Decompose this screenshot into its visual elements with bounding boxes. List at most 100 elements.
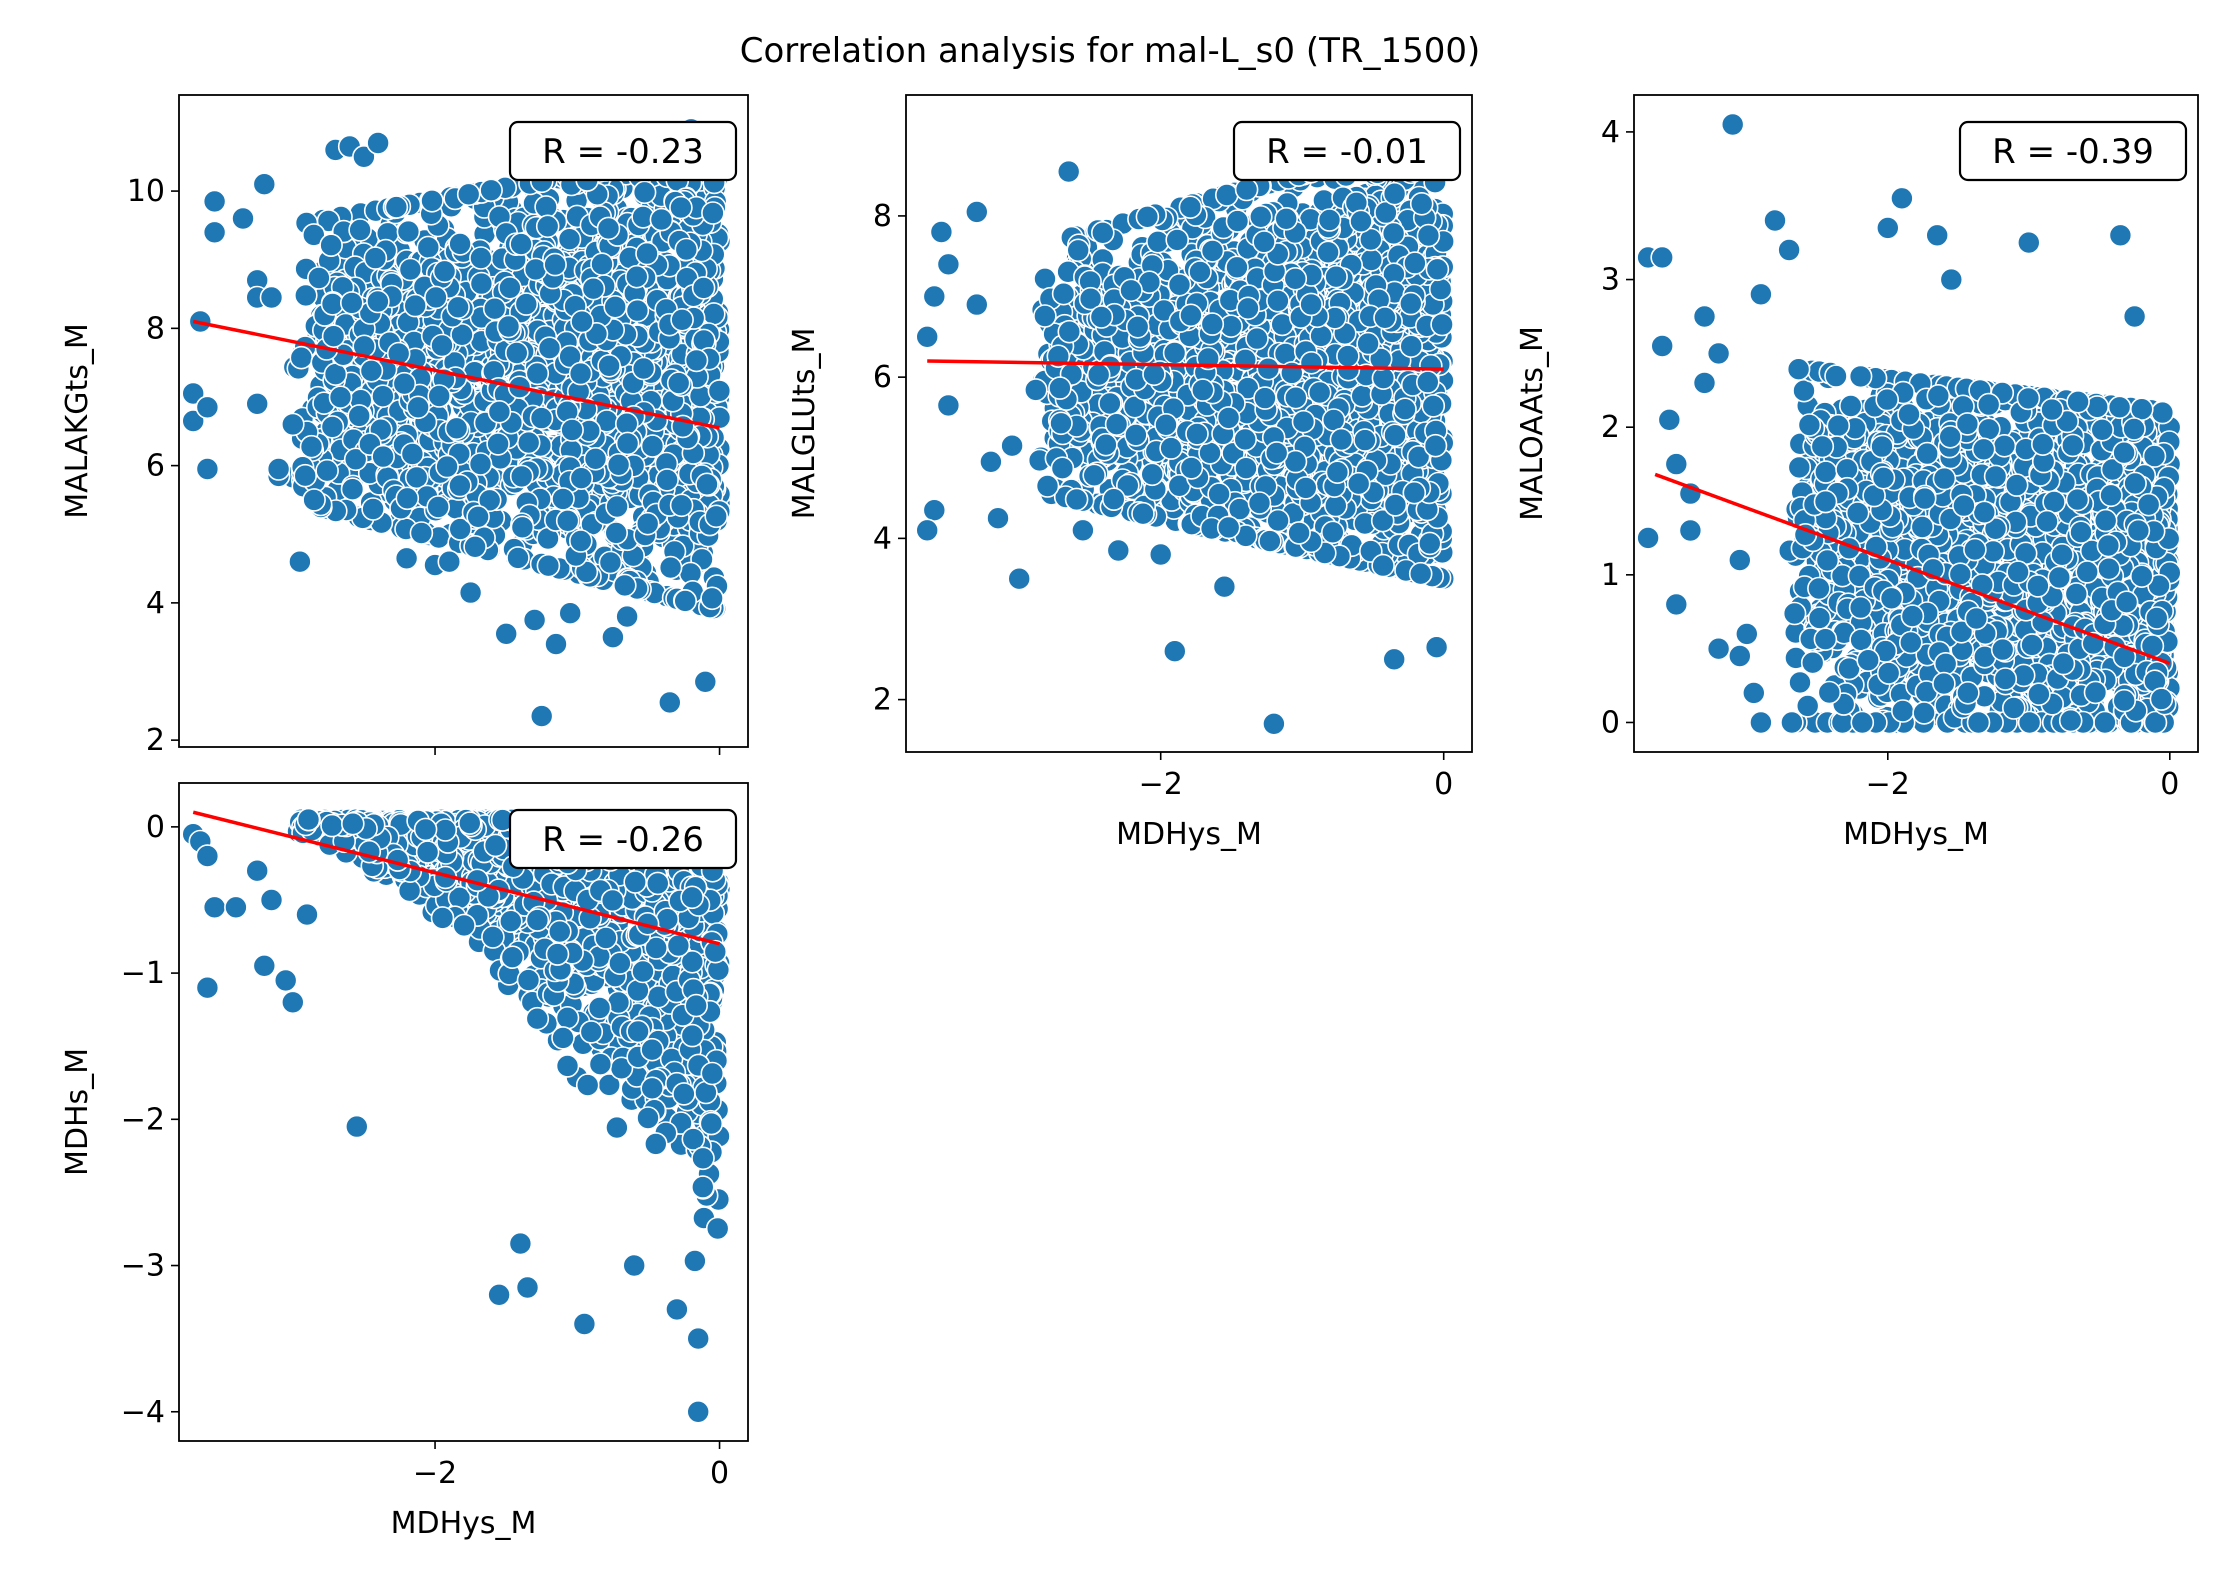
scatter-point (424, 285, 448, 310)
scatter-point (674, 237, 699, 262)
scatter-point (506, 546, 530, 570)
scatter-point (558, 344, 582, 369)
scatter-point (1125, 314, 1150, 339)
scatter-point (195, 395, 220, 420)
scatter-point (1418, 531, 1442, 556)
scatter-point (1283, 266, 1308, 291)
scatter-point (1428, 277, 1453, 302)
scatter-point (1089, 305, 1114, 329)
scatter-point (525, 361, 550, 386)
scatter-point (1215, 183, 1239, 207)
scatter-point (1284, 385, 1308, 410)
scatter-point (1256, 356, 1281, 381)
scatter-point (456, 182, 481, 207)
scatter-point (555, 508, 580, 533)
scatter-point (614, 411, 639, 436)
scatter-point (1403, 251, 1427, 275)
scatter-point (1024, 378, 1048, 402)
scatter-point (915, 324, 940, 349)
scatter-point (1274, 207, 1298, 231)
scatter-point (181, 381, 205, 406)
scatter-point (936, 252, 961, 277)
scatter-point (1368, 347, 1393, 371)
scatter-point (1408, 561, 1433, 586)
scatter-point (1056, 159, 1081, 184)
scatter-point (469, 246, 493, 270)
scatter-point (1264, 441, 1289, 465)
marks (181, 117, 732, 728)
scatter-point (509, 232, 533, 256)
scatter-point (1249, 205, 1273, 229)
regression-line (192, 319, 720, 430)
scatter-point (430, 333, 454, 358)
scatter-point (359, 358, 384, 383)
scatter-point (1163, 639, 1187, 664)
scatter-point (288, 549, 312, 574)
scatter-point (1373, 305, 1397, 330)
scatter-point (348, 218, 372, 242)
scatter-point (1185, 422, 1209, 446)
scatter-point (437, 549, 462, 574)
scatter-point (929, 220, 954, 244)
scatter-point (569, 466, 594, 491)
scatter-point (404, 465, 429, 490)
scatter-point (289, 345, 314, 370)
scatter-point (606, 452, 631, 477)
scatter-point (1252, 230, 1276, 254)
scatter-point (1188, 260, 1212, 284)
scatter-point (922, 498, 947, 523)
scatter-point (444, 416, 469, 441)
scatter-point (964, 292, 989, 317)
scatter-point (1423, 433, 1448, 458)
scatter-point (529, 406, 554, 430)
scatter-point (1119, 278, 1143, 303)
scatter-point (1071, 518, 1095, 543)
scatter-point (1234, 177, 1259, 202)
scatter-point (398, 257, 423, 282)
figure-title: Correlation analysis for mal-L_s0 (TR_15… (740, 31, 1481, 71)
scatter-point (328, 385, 353, 410)
scatter-point (1234, 456, 1258, 481)
scatter-point (494, 621, 519, 646)
scatter-point (510, 515, 535, 540)
scatter-point (1383, 493, 1408, 517)
scatter-point (516, 430, 541, 455)
y-tick-label: 10 (127, 174, 165, 209)
x-axis-label: MDHys_M (1116, 817, 1262, 852)
correlation-label: R = -0.01 (1266, 132, 1428, 172)
scatter-point (1258, 529, 1282, 553)
scatter-point (427, 384, 452, 408)
marks (1636, 112, 2182, 735)
scatter-point (409, 521, 434, 545)
scatter-point (1383, 423, 1407, 448)
scatter-point (1299, 350, 1324, 375)
scatter-point (1421, 394, 1446, 418)
scatter-point (557, 227, 582, 251)
scatter-point (598, 550, 623, 575)
scatter-point (301, 223, 326, 247)
scatter-point (534, 195, 558, 219)
scatter-point (1359, 248, 1384, 272)
scatter-point (707, 379, 732, 403)
scatter-point (486, 432, 510, 456)
scatter-point (1216, 406, 1241, 430)
scatter-point (1225, 209, 1250, 233)
scatter-point (400, 442, 425, 466)
scatter-point (366, 289, 390, 314)
scatter-point (1424, 635, 1449, 660)
scatter-point (384, 195, 409, 219)
scatter-point (466, 504, 490, 529)
scatter-point (394, 546, 419, 571)
scatter-point (1216, 515, 1241, 540)
scatter-point (1159, 436, 1183, 460)
correlation-label: R = -0.23 (542, 132, 704, 172)
scatter-point (1098, 391, 1122, 416)
y-axis-label: MALGLUts_M (787, 328, 822, 520)
scatter-point (1167, 272, 1192, 297)
scatter-point (340, 477, 365, 502)
scatter-point (1091, 221, 1115, 245)
scatter-point (426, 495, 451, 519)
scatter-point (1266, 288, 1290, 313)
